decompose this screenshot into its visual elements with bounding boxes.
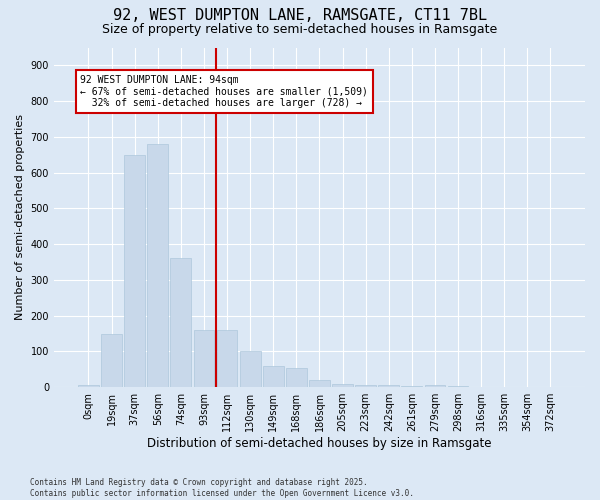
Bar [170,258,191,387]
Text: 92, WEST DUMPTON LANE, RAMSGATE, CT11 7BL: 92, WEST DUMPTON LANE, RAMSGATE, CT11 7B… [113,8,487,22]
Bar [263,366,284,387]
Bar [124,155,145,387]
Bar [332,384,353,387]
Bar [217,330,238,387]
Bar [425,386,445,387]
Bar [101,334,122,387]
Y-axis label: Number of semi-detached properties: Number of semi-detached properties [15,114,25,320]
Bar [401,386,422,387]
X-axis label: Distribution of semi-detached houses by size in Ramsgate: Distribution of semi-detached houses by … [147,437,492,450]
Bar [194,330,214,387]
Text: Contains HM Land Registry data © Crown copyright and database right 2025.
Contai: Contains HM Land Registry data © Crown c… [30,478,414,498]
Bar [240,352,260,387]
Bar [148,144,168,387]
Bar [379,386,399,387]
Bar [78,386,99,387]
Bar [448,386,469,387]
Text: 92 WEST DUMPTON LANE: 94sqm
← 67% of semi-detached houses are smaller (1,509)
  : 92 WEST DUMPTON LANE: 94sqm ← 67% of sem… [80,74,368,108]
Bar [286,368,307,387]
Bar [355,385,376,387]
Text: Size of property relative to semi-detached houses in Ramsgate: Size of property relative to semi-detach… [103,22,497,36]
Bar [309,380,330,387]
